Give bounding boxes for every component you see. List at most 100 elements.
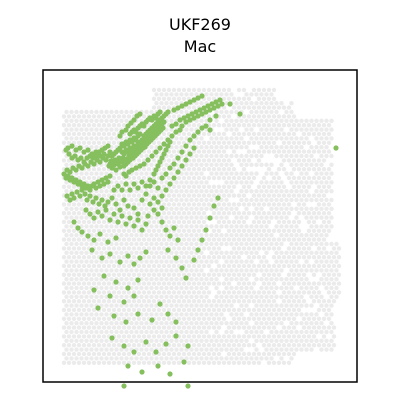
tissue-spot xyxy=(259,101,263,105)
tissue-spot xyxy=(177,299,181,303)
tissue-spot xyxy=(144,110,148,114)
tissue-spot xyxy=(257,202,261,206)
tissue-spot xyxy=(199,163,203,167)
tissue-spot xyxy=(82,132,86,136)
tissue-spot xyxy=(67,352,71,356)
tissue-spot xyxy=(237,237,241,241)
tissue-spot xyxy=(269,180,273,184)
tissue-spot xyxy=(92,317,96,321)
tissue-spot xyxy=(152,343,156,347)
tissue-spot xyxy=(284,295,288,299)
tissue-spot xyxy=(324,347,328,351)
tissue-spot xyxy=(104,189,108,193)
tissue-spot xyxy=(327,149,331,153)
tissue-spot xyxy=(302,246,306,250)
tissue-spot xyxy=(304,215,308,219)
tissue-spot xyxy=(212,149,216,153)
tissue-spot xyxy=(174,251,178,255)
tissue-spot xyxy=(97,281,101,285)
tissue-spot xyxy=(212,352,216,356)
tissue-spot xyxy=(234,171,238,175)
tissue-spot xyxy=(152,281,156,285)
tissue-spot xyxy=(122,246,126,250)
tissue-spot xyxy=(279,330,283,334)
tissue-spot xyxy=(279,224,283,228)
tissue-spot xyxy=(127,334,131,338)
tissue-spot xyxy=(79,356,83,360)
tissue-spot xyxy=(77,141,81,145)
tissue-spot xyxy=(212,211,216,215)
tissue-spot xyxy=(157,88,161,92)
tissue-spot xyxy=(129,277,133,281)
tissue-spot xyxy=(117,325,121,329)
tissue-spot xyxy=(262,132,266,136)
tissue-spot xyxy=(239,303,243,307)
tissue-spot xyxy=(274,171,278,175)
tissue-spot xyxy=(214,259,218,263)
tissue-spot xyxy=(249,242,253,246)
tissue-spot xyxy=(309,303,313,307)
tissue-spot xyxy=(309,339,313,343)
tissue-spot xyxy=(112,325,116,329)
tissue-spot xyxy=(232,167,236,171)
tissue-spot xyxy=(209,163,213,167)
tissue-spot xyxy=(192,334,196,338)
tissue-spot xyxy=(159,268,163,272)
tissue-spot xyxy=(287,158,291,162)
mac-spot xyxy=(139,197,144,202)
tissue-spot xyxy=(77,114,81,118)
tissue-spot xyxy=(149,224,153,228)
tissue-spot xyxy=(87,352,91,356)
tissue-spot xyxy=(254,356,258,360)
tissue-spot xyxy=(97,317,101,321)
tissue-spot xyxy=(259,330,263,334)
tissue-spot xyxy=(222,308,226,312)
tissue-spot xyxy=(329,215,333,219)
tissue-spot xyxy=(289,303,293,307)
tissue-spot xyxy=(297,193,301,197)
tissue-spot xyxy=(187,88,191,92)
tissue-spot xyxy=(69,233,73,237)
tissue-spot xyxy=(314,259,318,263)
tissue-spot xyxy=(242,193,246,197)
tissue-spot xyxy=(172,343,176,347)
tissue-spot xyxy=(242,308,246,312)
tissue-spot xyxy=(262,114,266,118)
tissue-spot xyxy=(237,211,241,215)
tissue-spot xyxy=(324,215,328,219)
tissue-spot xyxy=(99,119,103,123)
tissue-spot xyxy=(287,255,291,259)
tissue-spot xyxy=(149,339,153,343)
tissue-spot xyxy=(329,242,333,246)
tissue-spot xyxy=(152,308,156,312)
tissue-spot xyxy=(269,189,273,193)
tissue-spot xyxy=(194,189,198,193)
tissue-spot xyxy=(244,251,248,255)
tissue-spot xyxy=(237,255,241,259)
tissue-spot xyxy=(67,211,71,215)
tissue-spot xyxy=(127,273,131,277)
tissue-spot xyxy=(282,220,286,224)
tissue-spot xyxy=(329,198,333,202)
tissue-spot xyxy=(172,246,176,250)
tissue-spot xyxy=(132,299,136,303)
tissue-spot xyxy=(182,132,186,136)
tissue-spot xyxy=(217,211,221,215)
tissue-spot xyxy=(232,352,236,356)
tissue-spot xyxy=(324,207,328,211)
tissue-spot xyxy=(322,343,326,347)
tissue-spot xyxy=(244,339,248,343)
tissue-spot xyxy=(292,123,296,127)
tissue-spot xyxy=(184,207,188,211)
tissue-spot xyxy=(79,207,83,211)
tissue-spot xyxy=(174,215,178,219)
tissue-spot xyxy=(227,281,231,285)
mac-spot xyxy=(95,209,100,214)
tissue-spot xyxy=(199,286,203,290)
tissue-spot xyxy=(324,251,328,255)
tissue-spot xyxy=(179,277,183,281)
tissue-spot xyxy=(309,295,313,299)
tissue-spot xyxy=(67,317,71,321)
tissue-spot xyxy=(159,330,163,334)
mac-spot xyxy=(75,225,80,230)
